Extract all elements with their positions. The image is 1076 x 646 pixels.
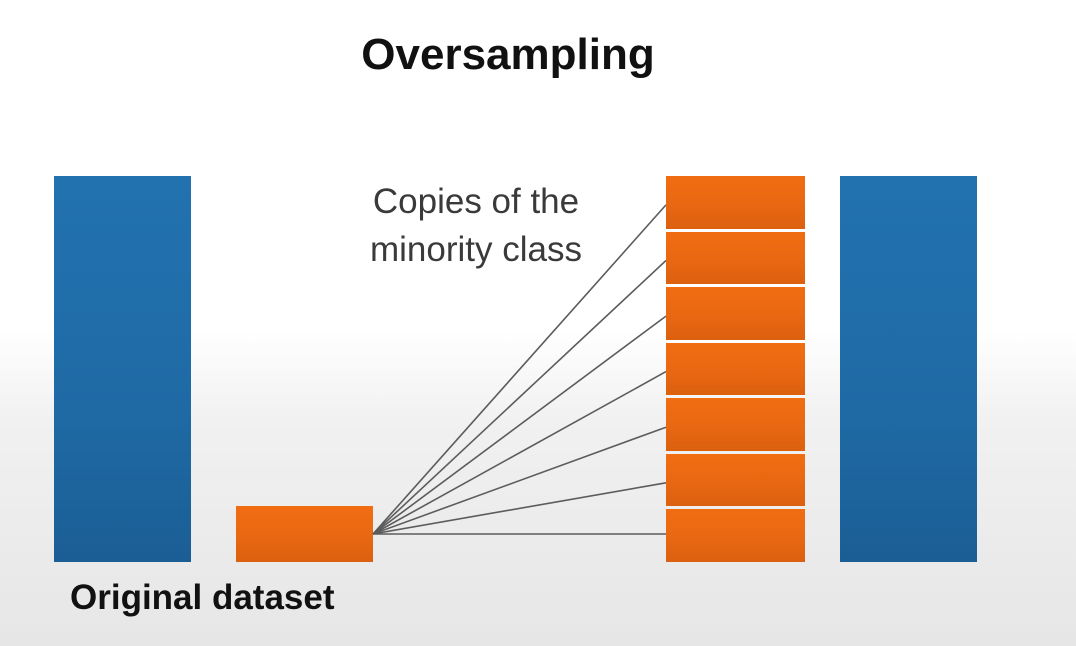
minority-copy-block [666, 176, 805, 229]
copies-caption-line-1: Copies of the [372, 182, 580, 221]
minority-copy-block [666, 342, 805, 396]
majority-class-bar-oversampled [840, 176, 977, 562]
copy-connector-line [372, 204, 667, 535]
minority-class-bar-original [236, 506, 373, 562]
minority-copy-block [666, 287, 805, 340]
copy-connector-line [372, 259, 667, 535]
slide-title: Oversampling [361, 30, 655, 79]
copies-caption-line-2: minority class [370, 230, 582, 269]
minority-copy-block [666, 509, 805, 563]
minority-class-copies-stack [666, 176, 805, 563]
copy-connector-line [372, 426, 667, 535]
copy-connector-line [372, 370, 667, 535]
minority-copy-block [666, 453, 805, 507]
copies-caption: Copies of the minority class [348, 178, 604, 274]
minority-copy-block [666, 398, 805, 451]
copy-connector-line [372, 315, 667, 535]
majority-class-bar-original [54, 176, 191, 562]
original-dataset-label: Original dataset [70, 578, 335, 617]
copy-connector-line [372, 482, 667, 535]
minority-copy-block [666, 231, 805, 285]
